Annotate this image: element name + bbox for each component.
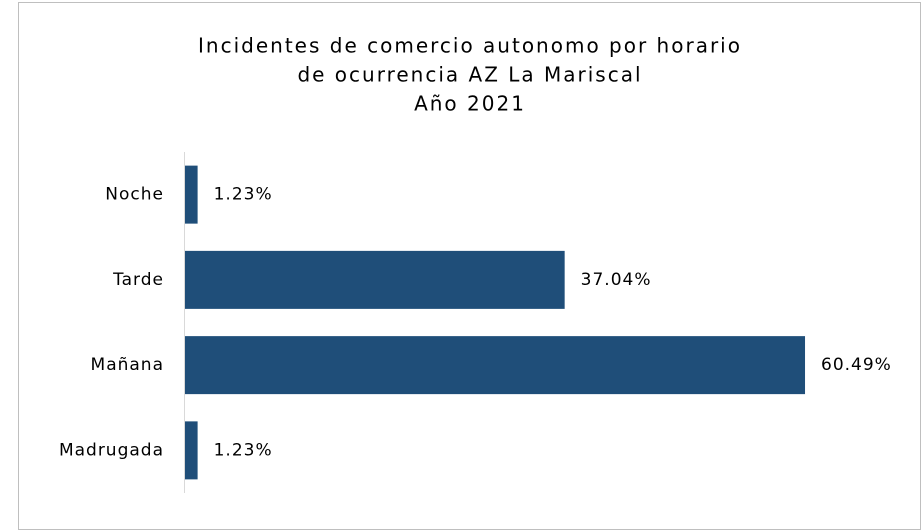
bar	[185, 421, 198, 480]
bar	[185, 336, 806, 395]
data-label: 1.23%	[214, 185, 273, 205]
bar	[185, 165, 198, 224]
chart-title: Incidentes de comercio autonomo por hora…	[198, 34, 742, 58]
chart-title: de ocurrencia AZ La Mariscal	[297, 63, 642, 87]
chart-title: Año 2021	[414, 92, 526, 116]
data-label: 60.49%	[821, 355, 892, 375]
y-tick-label: Mañana	[91, 355, 164, 375]
data-label: 1.23%	[214, 440, 273, 460]
y-tick-label: Tarde	[112, 270, 164, 290]
data-label: 37.04%	[581, 270, 652, 290]
y-tick-label: Madrugada	[59, 440, 164, 460]
bar	[185, 250, 565, 309]
y-tick-label: Noche	[105, 185, 164, 205]
